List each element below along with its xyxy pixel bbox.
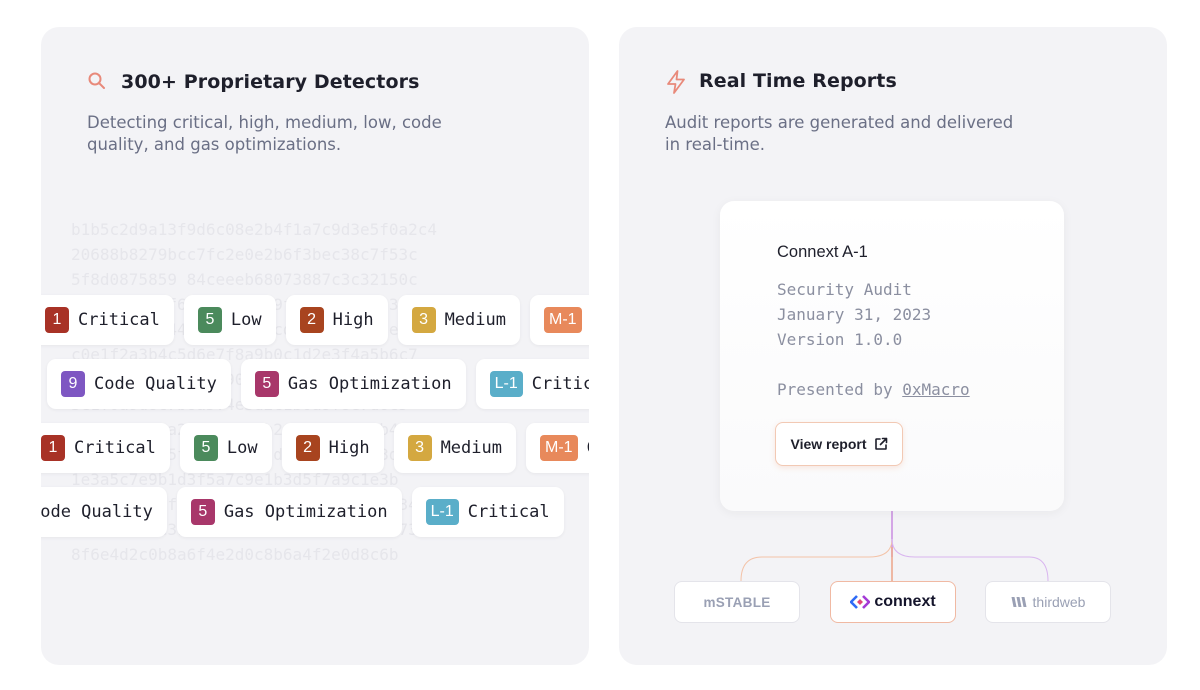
reports-title: Real Time Reports (699, 70, 897, 92)
severity-label: High (332, 310, 374, 330)
severity-chip: L-1 Critical (475, 359, 589, 409)
severity-label: Critical (74, 438, 156, 458)
severity-label: Gas Optimization (223, 502, 388, 522)
detectors-card: b1b5c2d9a13f9d6c08e2b4f1a7c9d3e5f0a2c4 20… (41, 27, 589, 665)
severity-count-badge: 9 (61, 371, 85, 397)
detectors-title: 300+ Proprietary Detectors (121, 71, 420, 93)
severity-count-badge: 5 (254, 371, 279, 397)
connext-mark-icon (850, 594, 871, 610)
report-title: Connext A-1 (777, 243, 868, 261)
reports-header: Real Time Reports (665, 70, 897, 94)
severity-chip: 2 High (285, 295, 388, 345)
report-details: Security Audit January 31, 2023 Version … (777, 277, 931, 352)
thirdweb-mark-icon (1011, 596, 1029, 608)
severity-count-badge: 5 (190, 499, 215, 525)
view-report-button[interactable]: View report (775, 422, 903, 466)
severity-count-badge: 3 (411, 307, 436, 333)
detectors-description: Detecting critical, high, medium, low, c… (87, 113, 442, 154)
connext-logo-text: connext (874, 593, 936, 610)
severity-chip: 1 Critical (41, 423, 170, 473)
detectors-header: 300+ Proprietary Detectors (87, 71, 420, 93)
severity-chip: 3 Medium (393, 423, 516, 473)
severity-chip: L-1 Critical (411, 487, 564, 537)
hex-background: b1b5c2d9a13f9d6c08e2b4f1a7c9d3e5f0a2c4 20… (71, 217, 589, 617)
hex-line: 20688b8279bcc7fc2e0e2b6f3bec38c7f53c (71, 245, 418, 264)
severity-count-badge: 1 (45, 307, 69, 333)
severity-label: Critical (78, 310, 160, 330)
severity-chip: 3 Medium (397, 295, 520, 345)
presented-by-label: Presented by (777, 380, 903, 399)
hex-line: 5f8d0875859 84ceeeb68073887c3c32150c (71, 270, 418, 289)
severity-count-badge: 5 (197, 307, 222, 333)
severity-chip: 5 Gas Optimization (240, 359, 466, 409)
severity-count-badge: M-1 (539, 435, 578, 461)
severity-count-badge: M-1 (543, 307, 582, 333)
severity-count-badge: 2 (299, 307, 324, 333)
audit-report-card: Connext A-1 Security Audit January 31, 2… (720, 201, 1064, 511)
thirdweb-logo: thirdweb (985, 581, 1111, 623)
severity-count-badge: L-1 (425, 499, 459, 525)
reports-card: Real Time Reports Audit reports are gene… (619, 27, 1167, 665)
hex-line: 8f6e4d2c0b8a6f4e2d0c8b6a4f2e0d8c6b (71, 545, 399, 564)
severity-label: Medium (440, 438, 502, 458)
severity-label: High (328, 438, 370, 458)
hex-line: 1e3a5c7e9b1d3f5a7c9e1b3d5f7a9c1e3b (71, 470, 399, 489)
severity-label: Medium (444, 310, 506, 330)
severity-chip: 1 Critical (41, 295, 174, 345)
severity-chip-row: 9 Code Quality 5 Gas Optimization L-1 Critica… (47, 359, 589, 409)
report-type: Security Audit (777, 280, 912, 299)
external-link-icon (874, 437, 888, 451)
severity-label: Critical (587, 438, 589, 458)
severity-chip: 5 Gas Optimization (176, 487, 402, 537)
severity-chip: 5 Low (179, 423, 272, 473)
lightning-icon (665, 70, 687, 94)
severity-label: Code Quality (94, 374, 217, 394)
severity-count-badge: 5 (193, 435, 218, 461)
severity-chip: 5 Low (183, 295, 276, 345)
severity-chip-row: 1 Critical 5 Low 2 High 3 Medium M-1 Critical (41, 423, 589, 473)
severity-count-badge: 3 (407, 435, 432, 461)
connext-logo: connext (830, 581, 956, 623)
severity-count-badge: 2 (295, 435, 320, 461)
view-report-label: View report (790, 436, 867, 452)
report-date: January 31, 2023 (777, 305, 932, 324)
severity-chip: M-1 Critical (525, 423, 589, 473)
severity-chip: 9 Code Quality (47, 359, 231, 409)
severity-chip: 2 High (281, 423, 384, 473)
hex-line: b1b5c2d9a13f9d6c08e2b4f1a7c9d3e5f0a2c4 (71, 220, 438, 239)
severity-count-badge: L-1 (489, 371, 523, 397)
severity-label: Low (226, 438, 258, 458)
severity-count-badge: 1 (41, 435, 65, 461)
severity-label: Low (230, 310, 262, 330)
search-icon (87, 71, 109, 93)
report-version: Version 1.0.0 (777, 330, 903, 349)
mstable-logo: mSTABLE (674, 581, 800, 623)
presenter-link[interactable]: 0xMacro (902, 380, 970, 399)
mstable-logo-text: mSTABLE (703, 594, 771, 610)
severity-label: Critical (531, 374, 589, 394)
reports-description: Audit reports are generated and delivere… (665, 113, 1014, 154)
report-presented-by: Presented by 0xMacro (777, 380, 970, 399)
thirdweb-logo-text: thirdweb (1032, 594, 1086, 610)
severity-label: Gas Optimization (287, 374, 452, 394)
severity-label: Critical (467, 502, 550, 522)
severity-label: Code Quality (41, 502, 153, 522)
